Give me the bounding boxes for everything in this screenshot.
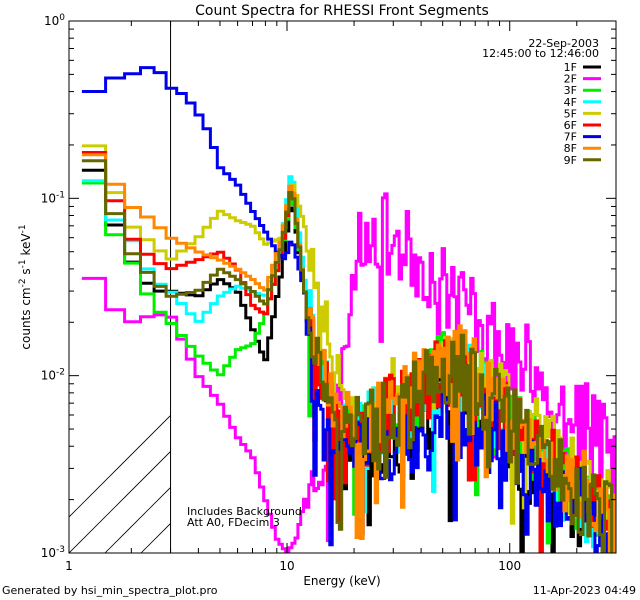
legend-label-3f: 3F [564, 84, 577, 97]
y-tick-label: 10-3 [41, 545, 65, 560]
time-range-label: 12:45:00 to 12:46:00 [482, 47, 599, 60]
date-label: 22-Sep-2003 [528, 37, 599, 50]
series-line-2f [81, 192, 616, 553]
legend-label-6f: 6F [564, 119, 577, 132]
y-axis-label-exp-3: -1 [18, 224, 28, 233]
y-tick-label: 100 [44, 13, 65, 28]
series-line-9f [81, 159, 614, 553]
generated-by-label: Generated by hsi_min_spectra_plot.pro [2, 584, 218, 597]
axis-ticks: 1 10 100 10-3 10-2 10-1 100 [41, 13, 617, 573]
y-tick-label: 10-1 [41, 190, 65, 205]
legend-label-1f: 1F [564, 61, 577, 74]
legend-label-5f: 5F [564, 107, 577, 120]
series-lines [81, 66, 616, 553]
y-axis-label-unit-kev: keV [19, 233, 33, 260]
annotation-background: Includes Background [187, 505, 302, 518]
y-axis-label-unit-s: s [19, 268, 33, 278]
x-tick-label: 1 [65, 559, 73, 573]
legend-label-8f: 8F [564, 142, 577, 155]
x-axis-label: Energy (keV) [303, 574, 380, 588]
hatch-line [69, 414, 171, 518]
annotation-attenuator: Att A0, FDecim 3 [187, 516, 280, 529]
hatched-background-region [69, 414, 171, 553]
footer-timestamp: 11-Apr-2023 04:49 [533, 584, 636, 597]
x-tick-label: 10 [279, 559, 294, 573]
hatch-lines [69, 414, 171, 553]
plot-frame [68, 20, 617, 554]
svg-text:counts cm-2 s-1 keV-1: counts cm-2 s-1 keV-1 [18, 224, 33, 349]
y-axis-label-exp-2: -1 [18, 259, 28, 268]
legend-label-2f: 2F [564, 73, 577, 86]
y-axis-label-main: counts cm [19, 287, 33, 349]
hatch-line [69, 450, 171, 553]
legend-label-4f: 4F [564, 96, 577, 109]
legend-label-9f: 9F [564, 154, 577, 167]
chart-title: Count Spectra for RHESSI Front Segments [195, 3, 489, 19]
x-tick-label: 100 [498, 559, 521, 573]
y-tick-label: 10-2 [41, 368, 65, 383]
legend-label-7f: 7F [564, 131, 577, 144]
y-axis-label: counts cm-2 s-1 keV-1 [18, 224, 33, 349]
y-axis-label-exp-1: -2 [18, 278, 28, 287]
